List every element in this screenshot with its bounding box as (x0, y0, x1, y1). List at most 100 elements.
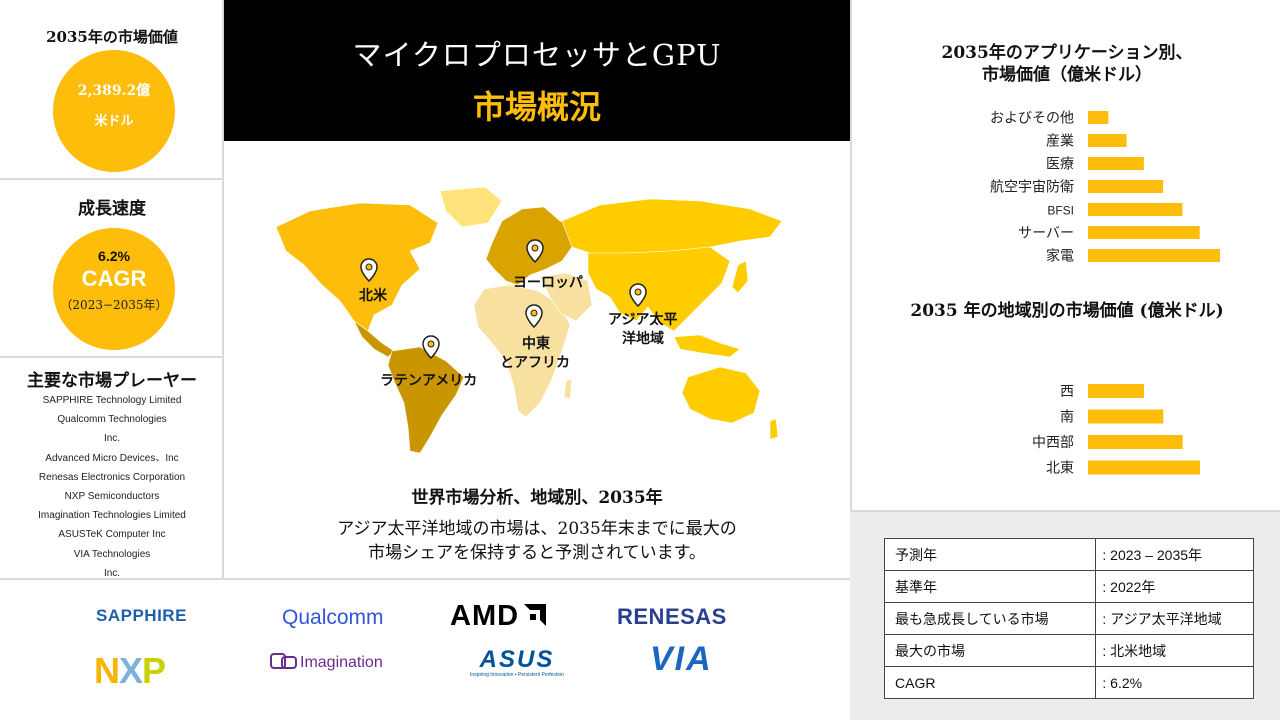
map-description: アジア太平洋地域の市場は、2035年末までに最大の 市場シェアを保持すると予測さ… (284, 517, 790, 565)
player-item: Imagination Technologies Limited (38, 510, 186, 522)
bar (1088, 134, 1127, 147)
table-key: 最大の市場 (883, 634, 1097, 667)
player-item: Renesas Electronics Corporation (38, 471, 186, 483)
table-value: : 2022年 (1095, 570, 1254, 603)
imagination-mark-icon (270, 653, 297, 669)
map-southeast-asia (673, 334, 741, 358)
amd-arrow-icon (524, 604, 547, 626)
world-map (275, 186, 783, 454)
players-list: SAPPHIRE Technology Limited Qualcomm Tec… (0, 391, 224, 583)
bar (1088, 203, 1183, 216)
amd-logo: AMD (450, 600, 548, 633)
bar (1088, 249, 1220, 262)
map-africa (473, 284, 571, 418)
region-label-middle-east-2: とアフリカ (500, 355, 570, 371)
cagr-circle: 6.2% CAGR （2023−2035年） (53, 228, 175, 350)
table-key: 最も急成長している市場 (883, 602, 1097, 635)
bar (1088, 460, 1200, 475)
charts-section: 2035年のアプリケーション別、 市場価値（億米ドル） およびその他 産業 医療 航空… (850, 0, 1280, 510)
table-key: 予測年 (883, 538, 1097, 571)
map-north-america (275, 202, 439, 332)
bar-label: 西 (1060, 384, 1074, 400)
bar-label: 南 (1060, 410, 1074, 426)
pin-asia-pacific-icon (629, 283, 647, 307)
renesas-logo: RENESAS (617, 604, 727, 629)
bar-label: およびその他 (990, 111, 1074, 127)
map-middle-east (539, 272, 593, 322)
nxp-logo-text: NXP (94, 650, 166, 691)
table-row: 基準年: 2022年 (883, 570, 1254, 603)
info-table-section: 予測年: 2023 – 2035年 基準年: 2022年 最も急成長している市場… (850, 510, 1280, 720)
bar (1088, 384, 1144, 398)
map-russia (561, 198, 783, 254)
growth-title: 成長速度 (78, 199, 146, 219)
map-caption: 世界市場分析、地域別、2035年 (411, 488, 663, 508)
table-key: 基準年 (883, 570, 1097, 603)
cagr-period: （2023−2035年） (60, 298, 168, 312)
player-item: Qualcomm Technologies (57, 414, 167, 426)
pin-latin-america-icon (422, 335, 440, 359)
bar-label: 産業 (1046, 134, 1074, 150)
market-value-title: 2035年の市場価値 (46, 28, 178, 46)
region-label-north-america: 北米 (359, 288, 387, 304)
page-title: マイクロプロセッサとGPU (352, 38, 722, 72)
market-value-section: 2035年の市場価値 2,389.2億 米ドル (0, 0, 224, 180)
application-chart-title-line1: 2035年のアプリケーション別、 (941, 43, 1193, 63)
application-chart-title: 2035年のアプリケーション別、 市場価値（億米ドル） (852, 42, 1280, 86)
table-row: 最大の市場: 北米地域 (883, 634, 1254, 667)
page-subtitle: 市場概況 (472, 88, 601, 126)
player-item: Inc. (103, 567, 121, 579)
bar (1088, 180, 1164, 193)
application-chart-title-line2: 市場価値（億米ドル） (982, 65, 1152, 85)
bar-label: サーバー (1018, 226, 1074, 242)
info-table: 予測年: 2023 – 2035年 基準年: 2022年 最も急成長している市場… (883, 538, 1254, 699)
nxp-logo: NXP (94, 650, 166, 692)
bar (1088, 226, 1200, 239)
growth-section: 成長速度 6.2% CAGR （2023−2035年） (0, 180, 224, 358)
table-value: : 6.2% (1095, 666, 1254, 699)
bar-label: 中西部 (1032, 435, 1074, 451)
bar (1088, 157, 1144, 170)
region-chart-title: 2035 年の地域別の市場価値 (億米ドル) (910, 301, 1224, 321)
bar-label: BFSI (1047, 204, 1074, 218)
pin-middle-east-icon (525, 304, 543, 328)
table-value: : 北米地域 (1095, 634, 1254, 667)
table-key: CAGR (883, 666, 1097, 699)
player-item: Inc. (103, 433, 121, 445)
header-banner: マイクロプロセッサとGPU 市場概況 (224, 0, 850, 141)
map-central-america (353, 320, 395, 358)
imagination-logo: Imagination (270, 652, 383, 672)
bar-label: 医療 (1046, 156, 1074, 173)
asus-logo: ASUS Inspiring Innovation • Persistent P… (470, 648, 564, 679)
region-label-europe: ヨーロッパ (513, 275, 583, 291)
region-label-latin-america: ラテンアメリカ (380, 373, 478, 389)
map-description-line1: アジア太平洋地域の市場は、2035年末までに最大の (337, 519, 737, 539)
sapphire-logo: SAPPHIRE (96, 606, 187, 625)
players-section: 主要な市場プレーヤー SAPPHIRE Technology Limited Q… (0, 358, 224, 579)
amd-logo-text: AMD (450, 600, 520, 632)
qualcomm-logo: Qualcomm (282, 606, 384, 629)
map-latin-america (387, 346, 465, 454)
map-greenland (439, 186, 503, 228)
region-label-middle-east-1: 中東 (522, 336, 550, 352)
map-description-line2: 市場シェアを保持すると予測されています。 (368, 543, 706, 563)
bar (1088, 409, 1164, 424)
table-row: 最も急成長している市場: アジア太平洋地域 (883, 602, 1254, 635)
region-label-asia-pacific-2: 洋地域 (622, 331, 664, 347)
region-label-asia-pacific-1: アジア太平 (608, 312, 678, 328)
bar (1088, 435, 1183, 449)
table-value: : アジア太平洋地域 (1095, 602, 1254, 635)
asus-logo-text: ASUS (479, 646, 555, 673)
player-item: VIA Technologies (73, 548, 151, 560)
left-panel: 2035年の市場価値 2,389.2億 米ドル 成長速度 6.2% CAGR （… (0, 0, 224, 579)
map-madagascar (563, 378, 573, 400)
market-value-unit: 米ドル (94, 114, 134, 129)
company-logos: SAPPHIRE Qualcomm AMD RENESAS NXP Imagin… (0, 578, 850, 720)
player-item: NXP Semiconductors (64, 491, 160, 503)
market-value-amount: 2,389.2億 (77, 83, 151, 99)
table-row: 予測年: 2023 – 2035年 (883, 538, 1254, 571)
pin-north-america-icon (360, 258, 378, 282)
players-title: 主要な市場プレーヤー (27, 371, 197, 391)
